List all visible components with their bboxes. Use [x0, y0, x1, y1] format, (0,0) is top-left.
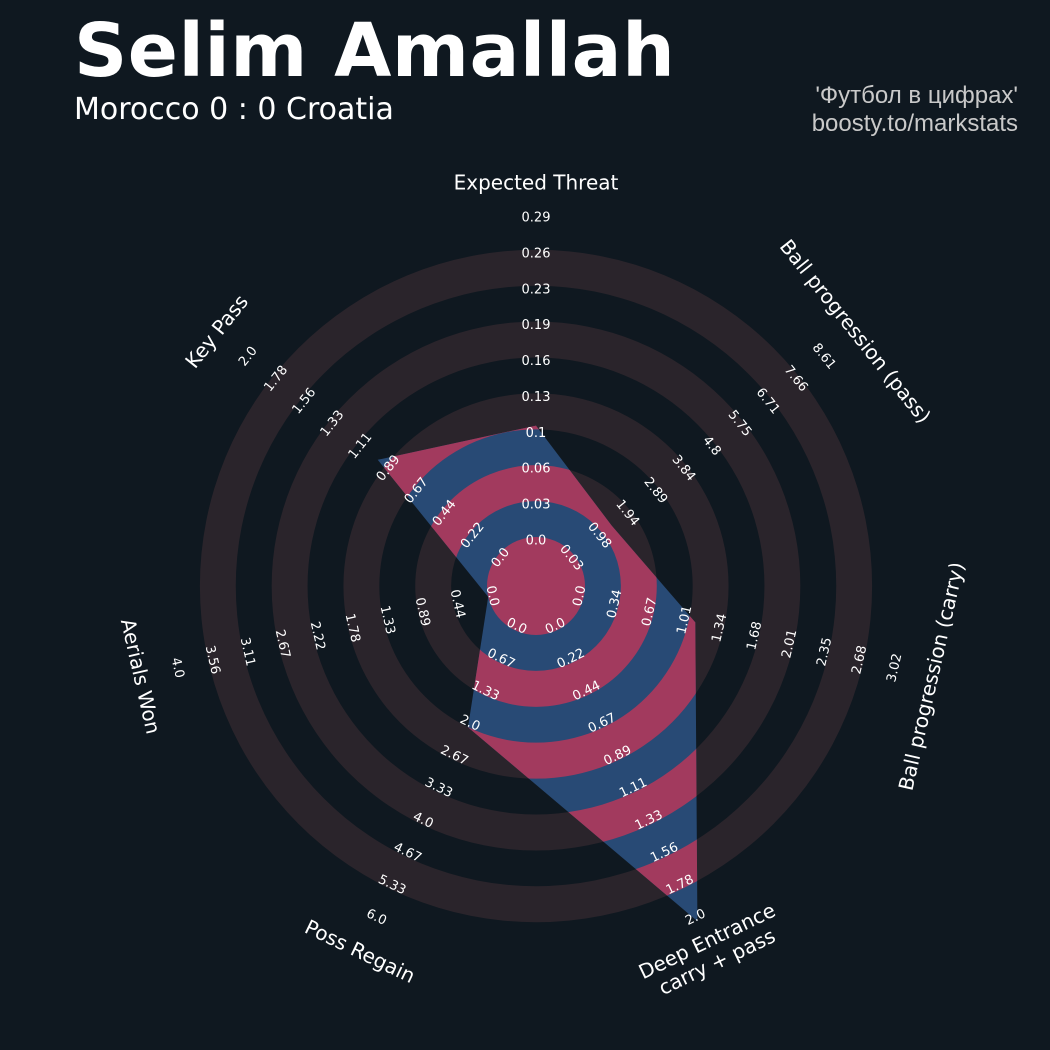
- match-subtitle: Morocco 0 : 0 Croatia: [74, 92, 394, 127]
- radar-tick-label: 0.13: [522, 390, 551, 405]
- radar-axis-label-line: Aerials Won: [116, 616, 166, 736]
- radar-tick-label: 2.67: [272, 628, 293, 660]
- radar-tick-label: 1.01: [674, 604, 695, 636]
- radar-tick-label: 2.22: [307, 620, 328, 652]
- radar-axis-label-2: Ball progression (carry): [894, 560, 970, 793]
- radar-tick-label: 0.89: [412, 596, 433, 628]
- radar-tick-label: 0.67: [639, 596, 660, 628]
- radar-axis-label-5: Aerials Won: [116, 616, 166, 736]
- radar-tick-label: 6.0: [364, 906, 389, 928]
- radar-tick-label: 0.19: [522, 318, 551, 333]
- radar-tick-label: 1.68: [744, 620, 765, 652]
- credit-line-2: boosty.to/markstats: [811, 110, 1018, 137]
- radar-tick-label: 0.44: [447, 588, 468, 620]
- radar-tick-label: 3.11: [237, 636, 258, 668]
- radar-tick-label: 0.03: [522, 498, 551, 513]
- radar-tick-label: 1.78: [342, 612, 363, 644]
- radar-tick-label: 2.35: [814, 636, 835, 668]
- radar-tick-label: 2.68: [849, 644, 870, 676]
- radar-tick-label: 4.0: [168, 656, 187, 680]
- radar-tick-label: 0.29: [522, 211, 551, 226]
- radar-axis-label-line: Expected Threat: [454, 171, 619, 195]
- radar-tick-label: 1.34: [709, 612, 730, 644]
- radar-tick-label: 3.56: [202, 644, 223, 676]
- radar-tick-label: 0.0: [526, 534, 547, 549]
- radar-axis-label-0: Expected Threat: [454, 171, 619, 195]
- radar-axis-label-line: Poss Regain: [301, 915, 419, 988]
- radar-tick-label: 0.23: [522, 282, 551, 297]
- radar-tick-label: 2.01: [779, 628, 800, 660]
- player-name-title: Selim Amallah: [74, 8, 676, 94]
- radar-tick-label: 0.0: [482, 584, 501, 608]
- radar-polygon-center-band: [487, 537, 585, 635]
- radar-tick-label: 0.16: [522, 354, 551, 369]
- credit-line-1: 'Футбол в цифрах': [815, 82, 1018, 109]
- radar-tick-label: 0.06: [522, 462, 551, 477]
- radar-tick-label: 2.0: [236, 344, 261, 370]
- radar-tick-label: 0.1: [526, 426, 547, 441]
- radar-tick-label: 3.02: [884, 652, 905, 684]
- radar-tick-label: 0.34: [604, 588, 625, 620]
- radar-axis-label-line: Ball progression (carry): [894, 560, 970, 793]
- radar-tick-label: 8.61: [809, 341, 839, 373]
- radar-axis-label-4: Poss Regain: [301, 915, 419, 988]
- radar-tick-label: 0.26: [522, 246, 551, 261]
- radar-tick-label: 0.0: [570, 584, 589, 608]
- radar-tick-label: 1.33: [377, 604, 398, 636]
